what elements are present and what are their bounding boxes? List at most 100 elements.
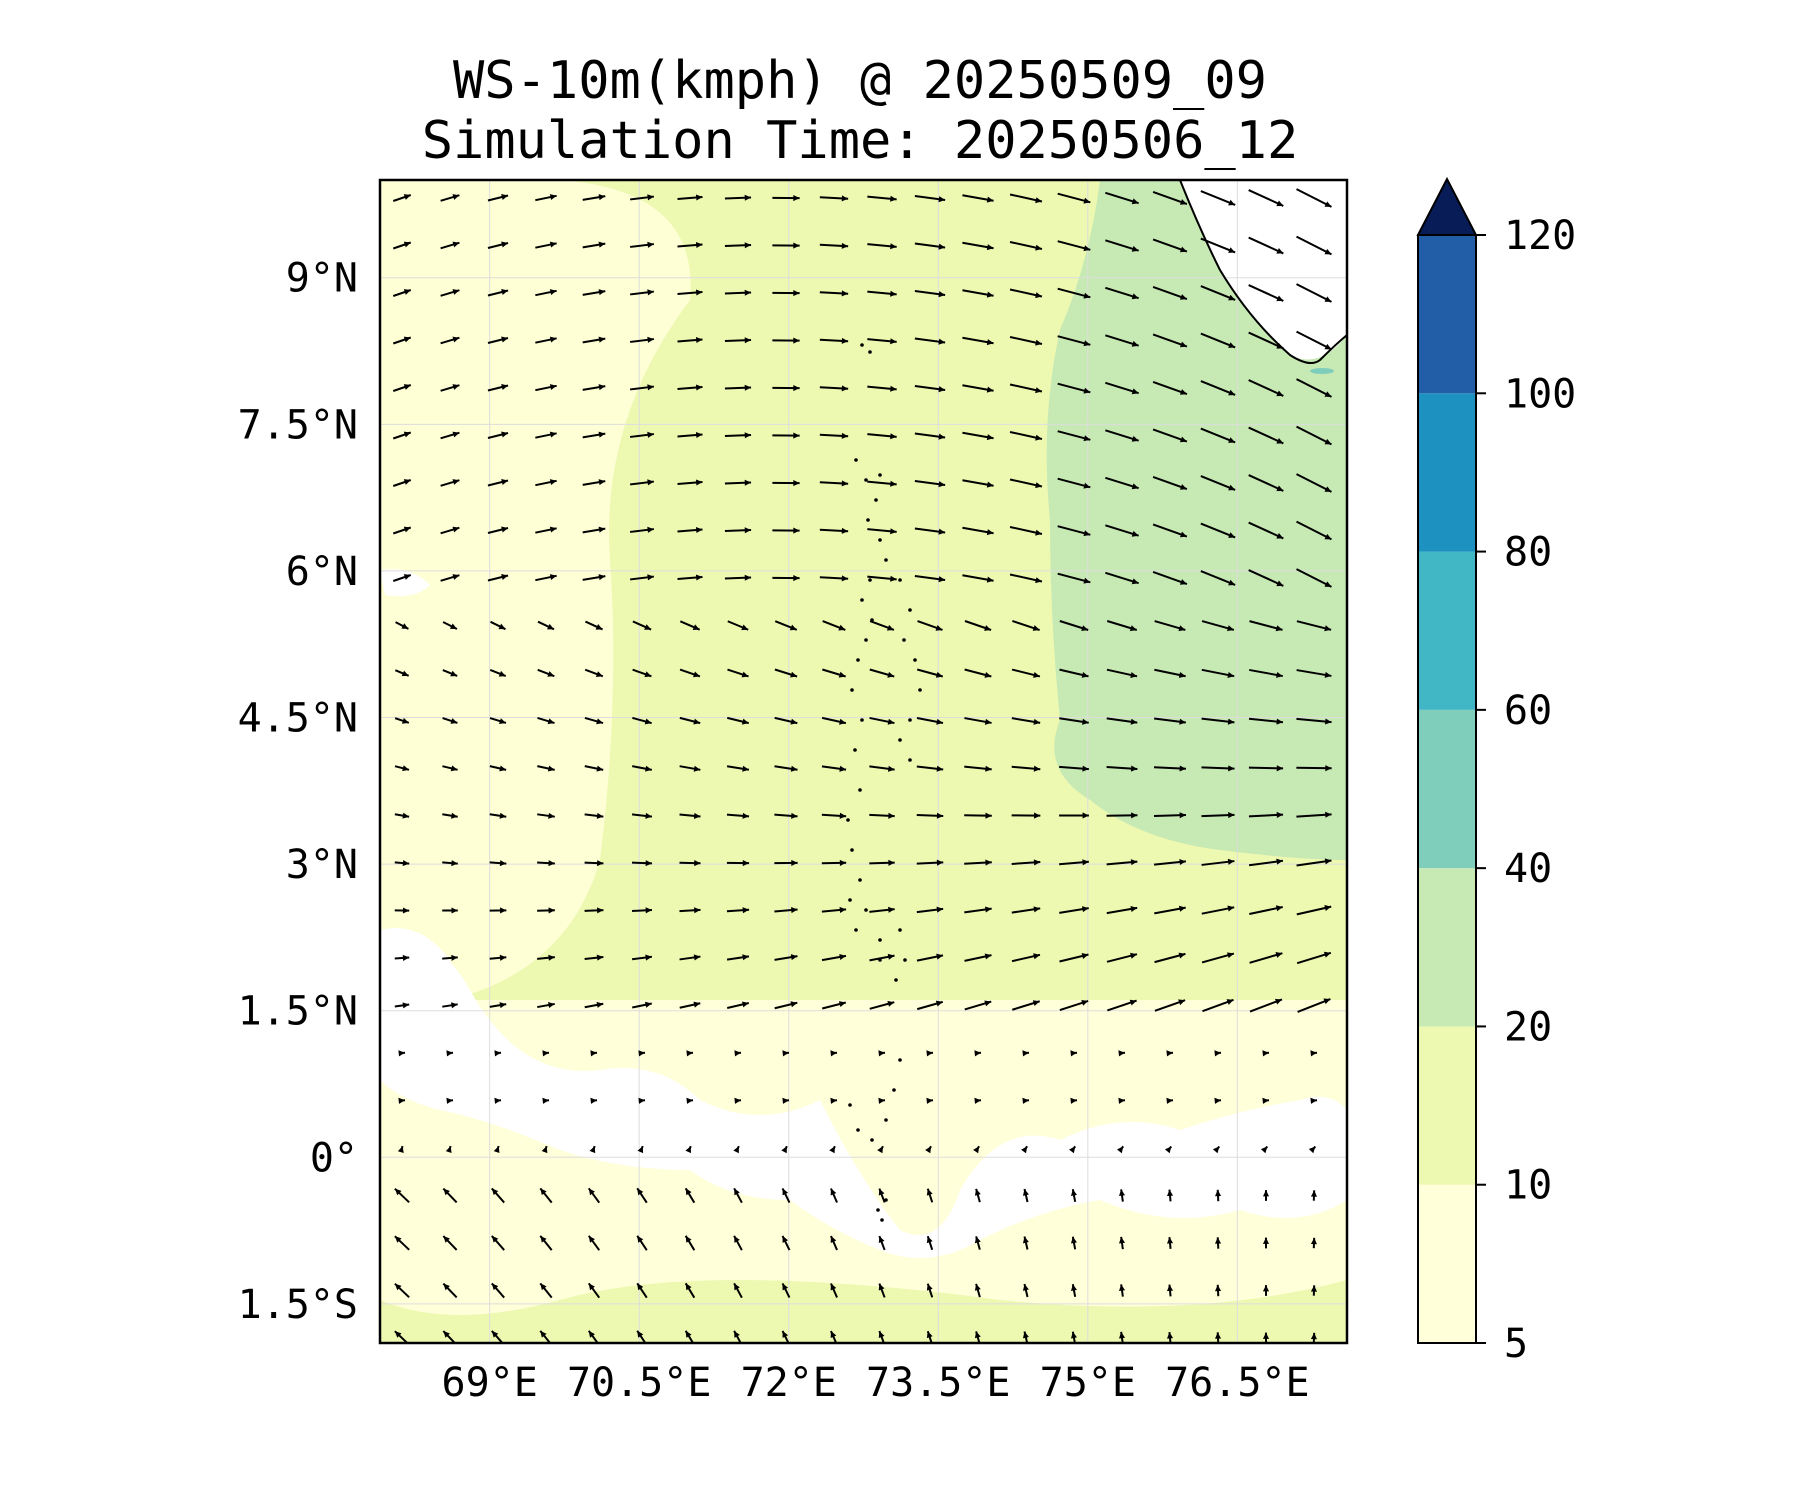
wind-arrow xyxy=(1201,905,1235,915)
wind-arrow xyxy=(629,479,655,486)
wind-arrow xyxy=(394,717,410,724)
wind-arrow xyxy=(1057,382,1091,394)
wind-arrow xyxy=(819,480,849,487)
lat-tick-label: 7.5°N xyxy=(238,402,358,448)
wind-arrow xyxy=(914,527,946,535)
wind-arrow xyxy=(1248,474,1284,492)
island-dot xyxy=(878,473,882,477)
wind-arrow xyxy=(867,195,897,202)
wind-arrow xyxy=(926,1283,934,1298)
island-dot xyxy=(856,658,860,662)
wind-arrow xyxy=(1022,1050,1030,1057)
wind-arrow xyxy=(734,1097,742,1104)
wind-arrow xyxy=(1296,520,1332,541)
wind-arrow xyxy=(394,669,410,677)
wind-arrow xyxy=(446,1050,454,1057)
wind-arrow xyxy=(679,812,701,819)
map-title-line1: WS-10m(kmph) @ 20250509_09 xyxy=(453,51,1267,111)
wind-arrow xyxy=(584,668,604,678)
wind-arrow xyxy=(819,432,849,439)
wind-arrow xyxy=(1009,383,1043,394)
wind-arrow xyxy=(1152,190,1188,206)
wind-arrow xyxy=(1152,380,1188,396)
wind-arrow xyxy=(632,716,652,725)
wind-arrow xyxy=(631,812,653,819)
calm-patch-small xyxy=(380,569,430,597)
colorbar-tick-label: 60 xyxy=(1504,688,1552,734)
wind-band-40-60-speck xyxy=(1310,368,1334,374)
wind-arrow xyxy=(487,336,509,344)
wind-arrow xyxy=(974,1050,982,1057)
wind-arrow xyxy=(589,1145,596,1154)
wind-arrow xyxy=(1296,951,1332,965)
wind-arrow xyxy=(582,194,606,201)
island-dot xyxy=(850,688,854,692)
wind-arrow xyxy=(964,620,992,631)
wind-arrow xyxy=(445,1145,452,1154)
wind-arrow xyxy=(440,526,460,535)
wind-arrow xyxy=(916,765,944,772)
wind-arrow xyxy=(964,812,992,819)
wind-arrow xyxy=(1011,717,1041,725)
wind-arrow xyxy=(1022,1188,1029,1203)
wind-arrow xyxy=(821,859,847,866)
wind-arrow xyxy=(1214,1097,1222,1104)
wind-arrow xyxy=(535,384,557,392)
wind-arrow xyxy=(440,194,460,202)
wind-arrow xyxy=(491,1282,505,1299)
wind-arrow xyxy=(1262,1190,1270,1201)
wind-arrow xyxy=(395,621,409,630)
wind-arrow xyxy=(914,479,946,488)
wind-arrow xyxy=(867,433,897,440)
wind-arrow xyxy=(398,1050,406,1057)
wind-arrow xyxy=(487,574,509,582)
wind-arrow xyxy=(772,480,800,487)
map-frame xyxy=(378,178,1349,1345)
wind-arrow xyxy=(1105,524,1139,537)
wind-arrow xyxy=(1011,859,1041,866)
wind-arrow xyxy=(392,384,412,392)
island-dot xyxy=(856,1128,860,1132)
wind-arrow xyxy=(1248,284,1284,302)
wind-arrow xyxy=(392,431,412,440)
wind-arrow xyxy=(1009,288,1043,299)
wind-arrow xyxy=(867,243,897,250)
wind-arrow xyxy=(1248,811,1284,818)
wind-arrow xyxy=(1262,1285,1270,1296)
wind-arrow xyxy=(442,765,458,772)
wind-arrow xyxy=(487,431,509,439)
wind-arrow xyxy=(1011,765,1041,772)
island-dot xyxy=(913,658,917,662)
wind-arrow xyxy=(1214,1189,1222,1202)
wind-arrow xyxy=(638,1097,646,1104)
island-dot xyxy=(848,1103,852,1107)
colorbar-segment xyxy=(1418,1026,1476,1185)
wind-arrow xyxy=(781,1187,791,1204)
wind-arrow xyxy=(632,765,652,772)
wind-arrow xyxy=(582,479,606,486)
wind-arrow xyxy=(962,479,994,488)
wind-arrow xyxy=(1200,427,1236,444)
island-dot xyxy=(880,1218,884,1222)
wind-arrow xyxy=(819,195,849,202)
wind-arrow xyxy=(1200,190,1236,206)
wind-arrow xyxy=(631,907,653,914)
wind-arrow xyxy=(821,1001,847,1010)
wind-arrow xyxy=(774,716,798,725)
wind-arrow xyxy=(1214,1284,1222,1297)
wind-arrow xyxy=(916,859,944,866)
wind-arrow xyxy=(397,1145,404,1153)
wind-arrow xyxy=(830,1235,838,1251)
wind-arrow xyxy=(830,1188,838,1203)
wind-arrow xyxy=(442,1235,458,1251)
wind-arrow xyxy=(774,859,798,867)
wind-arrow xyxy=(1059,953,1089,963)
wind-arrow xyxy=(914,574,946,583)
wind-arrow xyxy=(733,1282,743,1299)
wind-arrow xyxy=(974,1283,981,1298)
wind-arrow xyxy=(926,1235,934,1251)
wind-arrow xyxy=(1249,952,1283,964)
wind-arrow xyxy=(494,1097,502,1104)
wind-arrow xyxy=(962,384,994,393)
wind-arrow xyxy=(537,812,555,819)
